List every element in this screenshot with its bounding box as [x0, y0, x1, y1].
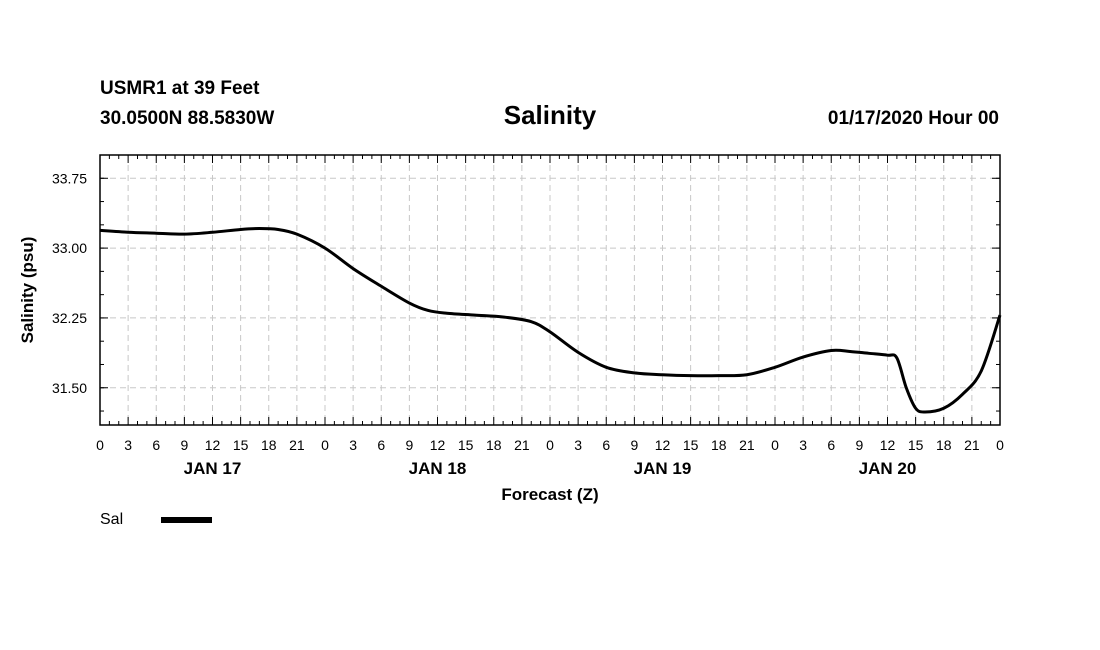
x-tick-label: 21	[289, 437, 305, 453]
y-tick-labels: 31.50 32.25 33.00 33.75	[52, 170, 87, 395]
x-tick-label: 3	[574, 437, 582, 453]
x-tick-label: 12	[655, 437, 671, 453]
x-tick-label: 12	[430, 437, 446, 453]
x-tick-label: 3	[349, 437, 357, 453]
day-label: JAN 17	[184, 459, 242, 478]
x-tick-label: 9	[855, 437, 863, 453]
x-tick-label: 9	[405, 437, 413, 453]
x-tick-label: 21	[514, 437, 530, 453]
x-tick-label: 6	[827, 437, 835, 453]
x-tick-label: 3	[799, 437, 807, 453]
x-tick-label: 0	[546, 437, 554, 453]
x-tick-label: 0	[96, 437, 104, 453]
x-tick-label: 18	[711, 437, 727, 453]
y-tick-label: 33.75	[52, 170, 87, 186]
x-tick-label: 15	[458, 437, 474, 453]
x-tick-label: 3	[124, 437, 132, 453]
x-axis-title: Forecast (Z)	[501, 485, 598, 504]
x-tick-label: 12	[205, 437, 221, 453]
x-tick-label: 15	[683, 437, 699, 453]
x-tick-label: 18	[261, 437, 277, 453]
y-axis-title: Salinity (psu)	[18, 237, 37, 344]
day-label: JAN 19	[634, 459, 692, 478]
x-tick-label: 6	[377, 437, 385, 453]
day-labels: JAN 17 JAN 18 JAN 19 JAN 20	[184, 459, 917, 478]
series-line-sal	[99, 227, 1002, 414]
day-label: JAN 20	[859, 459, 917, 478]
station-label: USMR1 at 39 Feet	[100, 78, 260, 99]
plot-frame	[99, 154, 1001, 426]
y-tick-label: 31.50	[52, 380, 87, 396]
y-tick-label: 32.25	[52, 310, 87, 326]
chart-title: Salinity	[504, 100, 597, 130]
x-tick-label: 9	[630, 437, 638, 453]
x-tick-label: 15	[908, 437, 924, 453]
x-tick-label: 18	[936, 437, 952, 453]
x-tick-labels: 0 3 6 9 12 15 18 21 0 3 6 9 12 15 18 21 0 3 6 9 12 15 18 21 0 3 6 9…	[96, 437, 1004, 453]
legend-label: Sal	[100, 511, 123, 528]
y-tick-label: 33.00	[52, 240, 87, 256]
x-tick-label: 6	[152, 437, 160, 453]
x-tick-label: 12	[880, 437, 896, 453]
x-tick-label: 21	[739, 437, 755, 453]
day-label: JAN 18	[409, 459, 467, 478]
x-tick-label: 0	[321, 437, 329, 453]
x-tick-label: 0	[771, 437, 779, 453]
grid-lines	[100, 155, 1000, 425]
x-tick-label: 21	[964, 437, 980, 453]
x-tick-label: 18	[486, 437, 502, 453]
x-tick-label: 15	[233, 437, 249, 453]
legend: Sal	[100, 511, 212, 528]
x-tick-label: 6	[602, 437, 610, 453]
x-tick-label: 0	[996, 437, 1004, 453]
datetime-label: 01/17/2020 Hour 00	[828, 108, 999, 129]
coords-label: 30.0500N 88.5830W	[100, 108, 274, 129]
x-tick-label: 9	[180, 437, 188, 453]
